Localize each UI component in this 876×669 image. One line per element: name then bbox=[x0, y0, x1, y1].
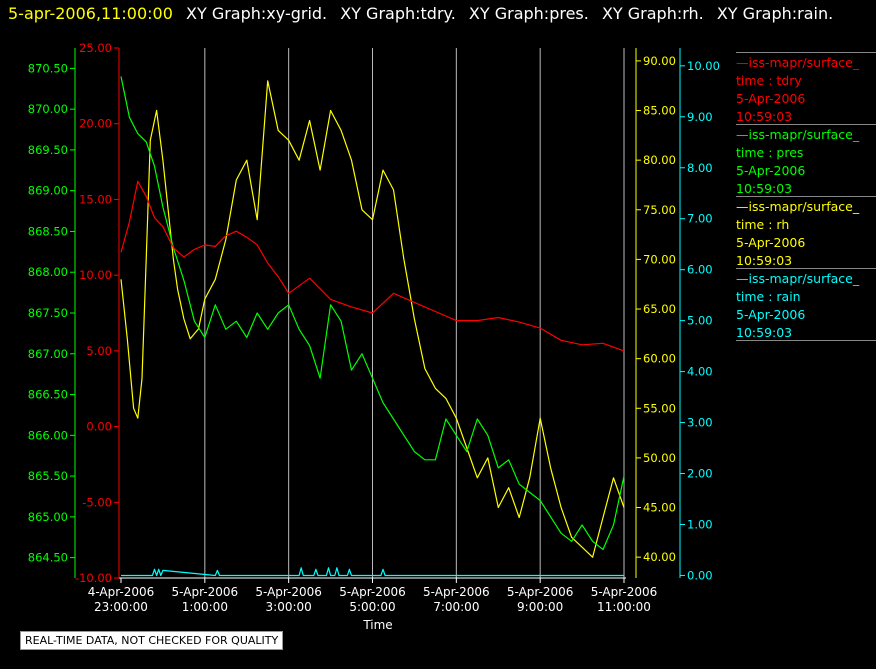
rh-tick-label: 65.00 bbox=[643, 302, 676, 316]
legend-entry-tdry[interactable]: —iss-mapr/surface_ time : tdry 5-Apr-200… bbox=[736, 52, 876, 124]
legend-variable: time : rain bbox=[736, 289, 801, 304]
pres-tick-label: 870.50 bbox=[28, 61, 68, 75]
tdry-tick-label: -10.00 bbox=[75, 571, 112, 585]
rain-tick-label: 6.00 bbox=[687, 263, 713, 277]
legend: —iss-mapr/surface_ time : tdry 5-Apr-200… bbox=[736, 52, 876, 341]
pres-tick-label: 865.50 bbox=[28, 469, 68, 483]
legend-source: —iss-mapr/surface_ bbox=[736, 55, 860, 70]
x-tick-label: 7:00:00 bbox=[433, 600, 479, 614]
rain-tick-label: 4.00 bbox=[687, 365, 713, 379]
x-tick-label: 5-Apr-2006 bbox=[255, 585, 322, 599]
legend-variable: time : pres bbox=[736, 145, 804, 160]
pres-tick-label: 868.00 bbox=[28, 265, 68, 279]
pres-tick-label: 868.50 bbox=[28, 224, 68, 238]
rh-tick-label: 80.00 bbox=[643, 153, 676, 167]
x-tick-label: 1:00:00 bbox=[182, 600, 228, 614]
tdry-tick-label: 25.00 bbox=[79, 41, 112, 55]
rh-tick-label: 60.00 bbox=[643, 352, 676, 366]
legend-entry-pres[interactable]: —iss-mapr/surface_ time : pres 5-Apr-200… bbox=[736, 124, 876, 196]
tdry-tick-label: 5.00 bbox=[86, 344, 112, 358]
tdry-tick-label: 0.00 bbox=[86, 420, 112, 434]
graph-title-pres: XY Graph:pres. bbox=[468, 4, 589, 23]
x-tick-label: 5-Apr-2006 bbox=[591, 585, 658, 599]
x-tick-label: 4-Apr-2006 bbox=[88, 585, 155, 599]
pres-tick-label: 865.00 bbox=[28, 510, 68, 524]
legend-time: 10:59:03 bbox=[736, 109, 793, 124]
x-tick-label: 5-Apr-2006 bbox=[172, 585, 239, 599]
x-tick-label: 3:00:00 bbox=[266, 600, 312, 614]
rh-tick-label: 40.00 bbox=[643, 550, 676, 564]
x-tick-label: 23:00:00 bbox=[94, 600, 148, 614]
rain-tick-label: 0.00 bbox=[687, 568, 713, 582]
legend-variable: time : rh bbox=[736, 217, 790, 232]
header-timestamp: 5-apr-2006,11:00:00 bbox=[8, 4, 173, 23]
legend-source: —iss-mapr/surface_ bbox=[736, 271, 860, 286]
rh-tick-label: 45.00 bbox=[643, 501, 676, 515]
legend-date: 5-Apr-2006 bbox=[736, 91, 806, 106]
legend-date: 5-Apr-2006 bbox=[736, 307, 806, 322]
rain-tick-label: 8.00 bbox=[687, 161, 713, 175]
header-title-bar: 5-apr-2006,11:00:00 XY Graph:xy-grid. XY… bbox=[8, 4, 833, 23]
rain-tick-label: 5.00 bbox=[687, 314, 713, 328]
series-line-rh bbox=[120, 80, 625, 558]
rain-tick-label: 7.00 bbox=[687, 212, 713, 226]
graph-title-rh: XY Graph:rh. bbox=[601, 4, 704, 23]
legend-time: 10:59:03 bbox=[736, 181, 793, 196]
legend-date: 5-Apr-2006 bbox=[736, 235, 806, 250]
graph-title-rain: XY Graph:rain. bbox=[716, 4, 834, 23]
legend-source: —iss-mapr/surface_ bbox=[736, 199, 860, 214]
rh-tick-label: 75.00 bbox=[643, 203, 676, 217]
tdry-tick-label: 20.00 bbox=[79, 117, 112, 131]
legend-entry-rh[interactable]: —iss-mapr/surface_ time : rh 5-Apr-2006 … bbox=[736, 196, 876, 268]
x-tick-label: 5:00:00 bbox=[349, 600, 395, 614]
tdry-tick-label: 15.00 bbox=[79, 192, 112, 206]
legend-entry-rain[interactable]: —iss-mapr/surface_ time : rain 5-Apr-200… bbox=[736, 268, 876, 340]
series-line-rain bbox=[121, 567, 624, 577]
legend-time: 10:59:03 bbox=[736, 325, 793, 340]
pres-tick-label: 867.50 bbox=[28, 306, 68, 320]
tdry-tick-label: -5.00 bbox=[82, 495, 112, 509]
pres-tick-label: 869.50 bbox=[28, 143, 68, 157]
quality-disclaimer: REAL-TIME DATA, NOT CHECKED FOR QUALITY bbox=[20, 631, 284, 650]
x-axis-label: Time bbox=[362, 618, 392, 632]
rh-tick-label: 55.00 bbox=[643, 401, 676, 415]
legend-time: 10:59:03 bbox=[736, 253, 793, 268]
rain-tick-label: 1.00 bbox=[687, 517, 713, 531]
legend-source: —iss-mapr/surface_ bbox=[736, 127, 860, 142]
pres-tick-label: 864.50 bbox=[28, 551, 68, 565]
x-tick-label: 5-Apr-2006 bbox=[423, 585, 490, 599]
rh-tick-label: 50.00 bbox=[643, 451, 676, 465]
rh-tick-label: 85.00 bbox=[643, 104, 676, 118]
pres-tick-label: 870.00 bbox=[28, 102, 68, 116]
legend-variable: time : tdry bbox=[736, 73, 802, 88]
x-tick-label: 5-Apr-2006 bbox=[339, 585, 406, 599]
pres-tick-label: 866.50 bbox=[28, 388, 68, 402]
rain-tick-label: 9.00 bbox=[687, 110, 713, 124]
x-tick-label: 11:00:00 bbox=[597, 600, 651, 614]
graph-title-xy-grid: XY Graph:xy-grid. bbox=[186, 4, 328, 23]
x-tick-label: 5-Apr-2006 bbox=[507, 585, 574, 599]
graph-title-tdry: XY Graph:tdry. bbox=[340, 4, 456, 23]
rain-tick-label: 3.00 bbox=[687, 416, 713, 430]
pres-tick-label: 867.00 bbox=[28, 347, 68, 361]
pres-tick-label: 869.00 bbox=[28, 184, 68, 198]
pres-tick-label: 866.00 bbox=[28, 428, 68, 442]
x-tick-label: 9:00:00 bbox=[517, 600, 563, 614]
series-line-pres bbox=[120, 76, 625, 551]
rh-tick-label: 70.00 bbox=[643, 252, 676, 266]
rain-tick-label: 10.00 bbox=[687, 59, 720, 73]
rh-tick-label: 90.00 bbox=[643, 54, 676, 68]
legend-bottom-rule bbox=[736, 340, 876, 341]
tdry-tick-label: 10.00 bbox=[79, 268, 112, 282]
series-line-tdry bbox=[120, 180, 625, 352]
rain-tick-label: 2.00 bbox=[687, 467, 713, 481]
legend-date: 5-Apr-2006 bbox=[736, 163, 806, 178]
